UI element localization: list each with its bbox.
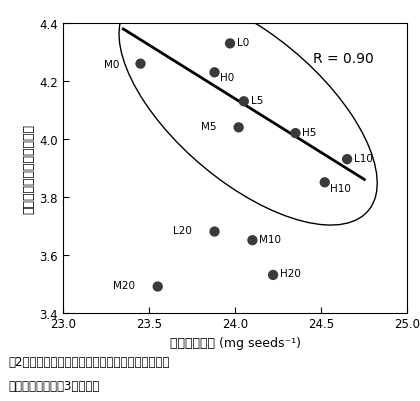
Point [249, 237, 256, 244]
Y-axis label: 発芽時間の中央値（日数）: 発芽時間の中央値（日数） [22, 124, 35, 213]
Text: H5: H5 [302, 128, 317, 137]
Text: L20: L20 [173, 225, 192, 235]
Point [211, 70, 218, 76]
Point [344, 156, 350, 163]
X-axis label: 種子の乾物重 (mg seeds⁻¹): 種子の乾物重 (mg seeds⁻¹) [170, 336, 301, 349]
Text: H20: H20 [280, 269, 301, 279]
Point [137, 61, 144, 68]
Text: L10: L10 [354, 153, 373, 163]
Text: 各点の添え字は図3を参照。: 各点の添え字は図3を参照。 [8, 379, 100, 392]
Point [321, 180, 328, 186]
Text: H10: H10 [330, 184, 351, 194]
Text: M0: M0 [105, 59, 120, 69]
Text: M5: M5 [201, 122, 216, 132]
Text: 図2．　発芽時間の中央値と種子の乾物重との関係: 図2． 発芽時間の中央値と種子の乾物重との関係 [8, 355, 170, 368]
Point [292, 131, 299, 137]
Text: R = 0.90: R = 0.90 [313, 52, 373, 66]
Text: M20: M20 [113, 280, 135, 290]
Point [270, 272, 276, 278]
Text: M10: M10 [259, 234, 281, 244]
Point [227, 41, 234, 47]
Point [235, 125, 242, 131]
Point [211, 229, 218, 235]
Text: L5: L5 [251, 95, 263, 105]
Text: H0: H0 [220, 73, 234, 83]
Text: L0: L0 [237, 38, 249, 48]
Point [155, 284, 161, 290]
Point [240, 99, 247, 105]
